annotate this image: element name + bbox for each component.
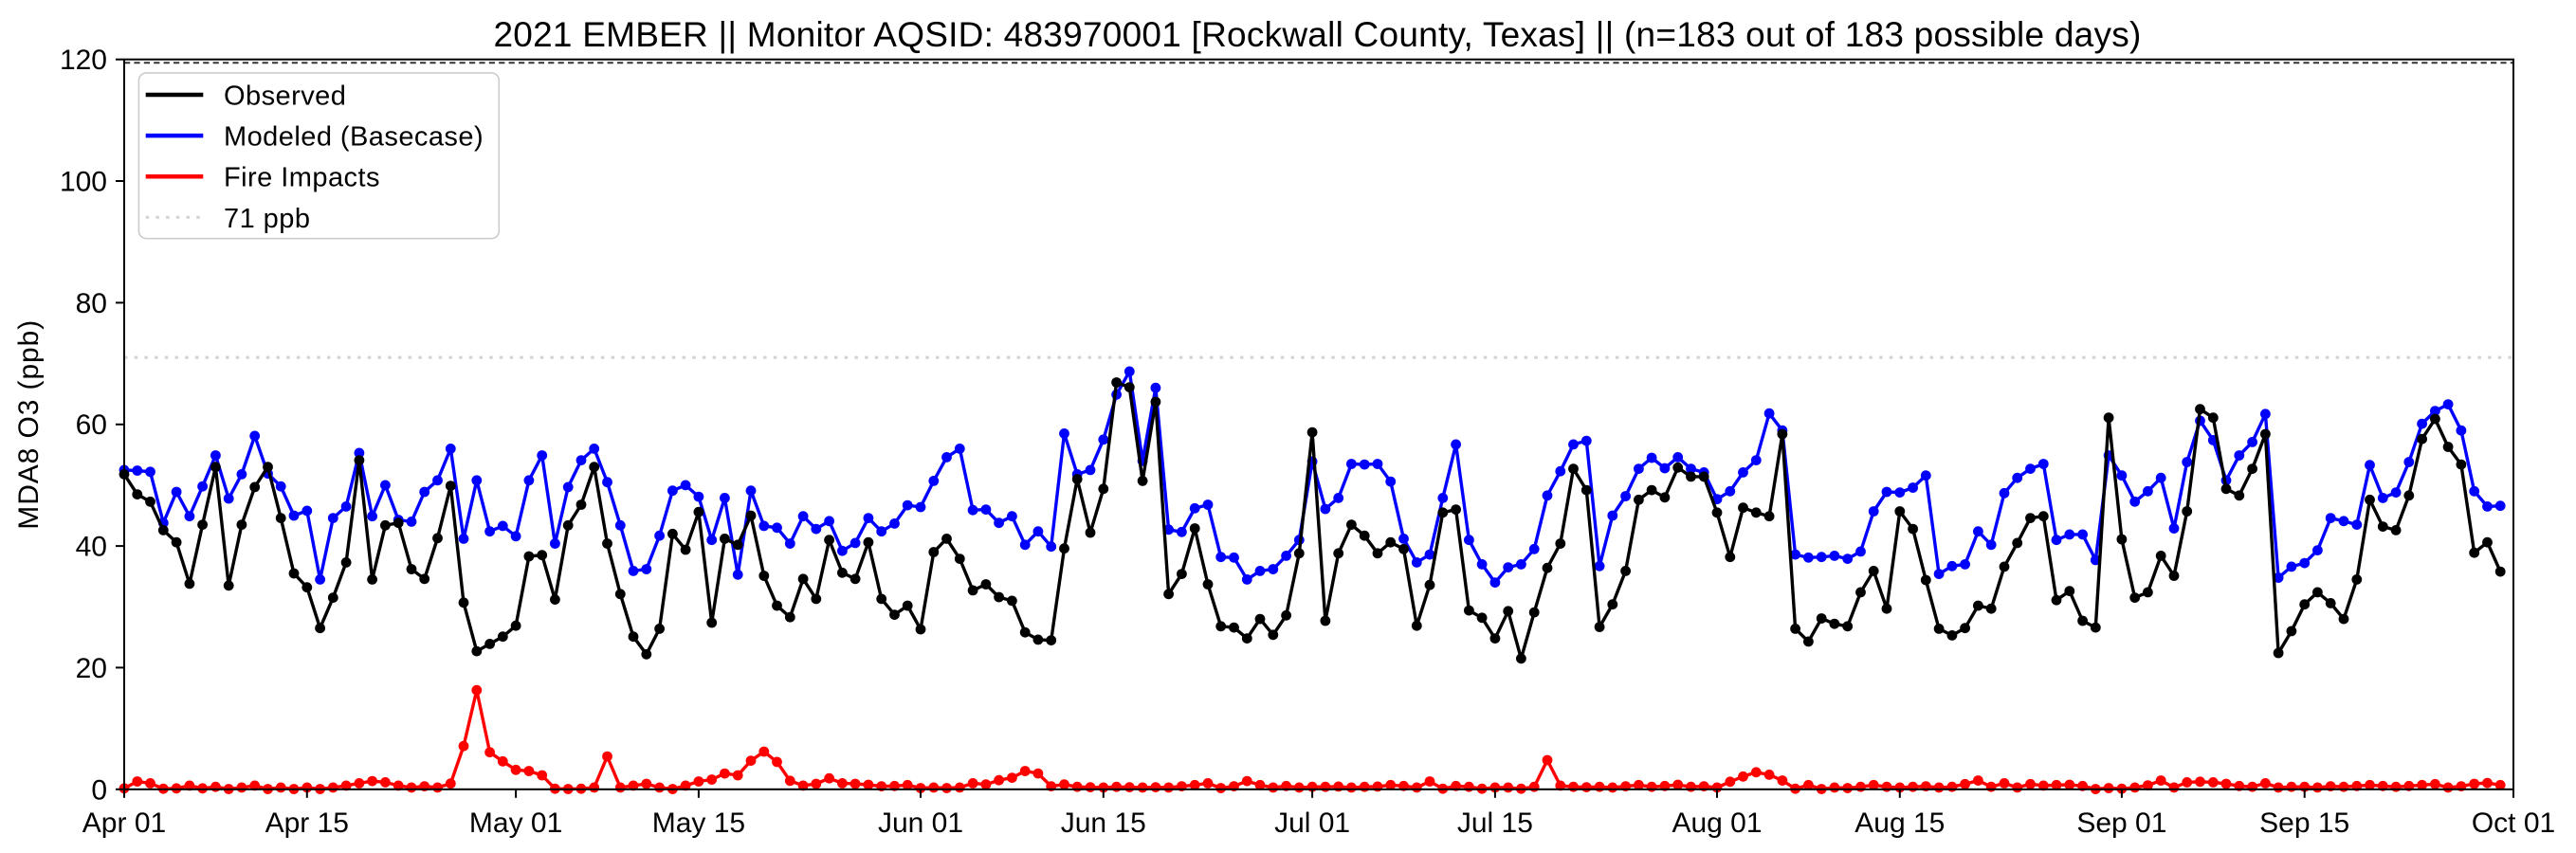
svg-text:60: 60: [76, 409, 107, 441]
svg-text:Apr 15: Apr 15: [265, 808, 349, 839]
svg-text:100: 100: [60, 167, 107, 198]
svg-text:Oct 01: Oct 01: [2472, 808, 2555, 839]
svg-text:May 01: May 01: [469, 808, 562, 839]
svg-text:Jul 01: Jul 01: [1274, 808, 1350, 839]
svg-text:May 15: May 15: [652, 808, 745, 839]
svg-text:Modeled (Basecase): Modeled (Basecase): [224, 122, 484, 153]
svg-text:Jun 01: Jun 01: [878, 808, 963, 839]
svg-text:Observed: Observed: [224, 82, 346, 112]
svg-text:0: 0: [91, 774, 107, 806]
svg-text:2021 EMBER || Monitor AQSID: 4: 2021 EMBER || Monitor AQSID: 483970001 […: [493, 15, 2141, 54]
svg-text:Sep 01: Sep 01: [2076, 808, 2166, 839]
svg-text:71 ppb: 71 ppb: [224, 204, 310, 234]
svg-text:Fire Impacts: Fire Impacts: [224, 163, 380, 193]
svg-text:40: 40: [76, 532, 107, 563]
svg-text:120: 120: [60, 45, 107, 76]
svg-text:80: 80: [76, 288, 107, 319]
svg-text:MDA8 O3 (ppb): MDA8 O3 (ppb): [13, 319, 45, 530]
svg-text:Sep 15: Sep 15: [2259, 808, 2349, 839]
svg-text:Jun 15: Jun 15: [1061, 808, 1146, 839]
svg-text:20: 20: [76, 653, 107, 684]
svg-text:Jul 15: Jul 15: [1457, 808, 1533, 839]
svg-text:Apr 01: Apr 01: [82, 808, 166, 839]
svg-text:Aug 15: Aug 15: [1854, 808, 1945, 839]
svg-text:Aug 01: Aug 01: [1672, 808, 1762, 839]
